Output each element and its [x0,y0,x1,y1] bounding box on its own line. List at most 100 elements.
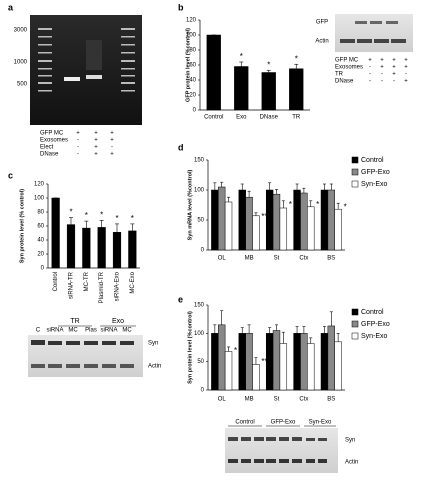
bar [245,196,253,251]
bar [51,197,60,269]
ladder-label: 500 [17,82,28,88]
y-tick-label: 100 [194,331,205,337]
condition-label: DNase [335,79,354,85]
condition-mark: - [77,138,79,144]
x-tick-label: Ctx [299,256,308,262]
legend-swatch [351,332,359,340]
lane-label: MC [122,328,132,334]
bar [279,343,288,391]
bar [293,189,301,251]
bar [66,224,76,269]
significance: * [131,214,134,223]
lane-label: MC [68,328,78,334]
y-tick-label: 50 [197,359,204,365]
y-tick-label: 40 [189,78,196,84]
bar [334,341,342,391]
x-tick-label: St [274,256,280,262]
bar [307,206,315,251]
bar [320,333,329,391]
condition-label: Exosomes [40,138,68,144]
y-tick-label: 20 [37,252,44,258]
significance: * [295,54,298,63]
x-tick-label: MB [245,397,254,403]
condition-label: DNase [40,152,59,158]
bar [289,68,304,111]
bar [245,333,253,391]
group-label: TR [70,318,79,325]
panel-label: d [178,142,184,152]
blot-e [225,425,338,473]
condition-mark: + [404,79,408,85]
band-label: Actin [345,460,358,466]
condition-mark: + [94,131,98,137]
condition-mark: - [369,79,371,85]
condition-label: Elect [40,145,54,151]
band-label: Actin [315,39,328,45]
panel-label: c [8,170,13,180]
band-label: Actin [148,364,161,370]
y-tick-label: 80 [189,48,196,54]
y-tick-label: 0 [201,388,205,394]
bar [293,333,301,391]
x-tick-label: BS [327,397,335,403]
condition-mark: + [404,65,408,71]
bar [327,325,335,391]
legend-swatch [351,168,359,176]
panel-label: b [178,2,184,12]
legend-label: Control [361,157,384,164]
bar [300,192,308,251]
condition-mark: + [392,58,396,64]
significance: * [316,200,319,209]
legend-label: Syn-Exo [361,333,388,340]
legend-swatch [351,180,359,188]
ladder-label: 1000 [14,60,28,66]
condition-mark: - [405,72,407,78]
condition-mark: + [94,145,98,151]
y-tick-label: 60 [189,63,196,69]
bar [300,333,308,391]
condition-mark: - [77,145,79,151]
ladder-label: 3000 [14,28,28,34]
group-label: Control [235,420,254,426]
panel-label: a [8,2,14,12]
bar [261,72,276,111]
x-tick-label: Ctx [299,397,308,403]
y-tick-label: 0 [193,108,197,114]
condition-mark: + [380,65,384,71]
y-axis-label: GFP protein level (%control) [185,28,191,102]
significance: ** [261,212,267,221]
bar [327,189,335,251]
bar [82,227,91,269]
gel-image [30,15,142,125]
significance: * [234,346,237,355]
y-tick-label: 60 [37,224,44,230]
condition-mark: + [110,152,114,158]
condition-mark: + [76,131,80,137]
legend-swatch [351,156,359,164]
condition-mark: - [381,72,383,78]
bar [272,193,281,251]
condition-mark: - [77,152,79,158]
significance: * [240,52,243,61]
group-label: Syn-Exo [309,420,332,426]
y-axis-label: Syn mRNA level (%control) [187,169,193,240]
condition-mark: + [94,152,98,158]
bar [252,364,260,391]
condition-mark: + [110,131,114,137]
x-tick-label: siRNA-Exo [115,271,121,301]
lane-label: C [36,328,41,334]
group-label: Exo [112,318,124,325]
bar [112,232,122,269]
significance: * [267,60,270,69]
legend-label: Control [361,309,384,316]
band-label: Syn [148,341,158,347]
condition-mark: - [381,79,383,85]
condition-mark: + [110,138,114,144]
y-tick-label: 100 [186,33,197,39]
y-tick-label: 150 [194,158,205,164]
condition-mark: - [111,145,113,151]
bar [211,189,219,251]
y-axis-label: Syn protein level (%control) [187,311,193,384]
y-tick-label: 120 [186,18,197,24]
y-tick-label: 0 [41,266,45,272]
